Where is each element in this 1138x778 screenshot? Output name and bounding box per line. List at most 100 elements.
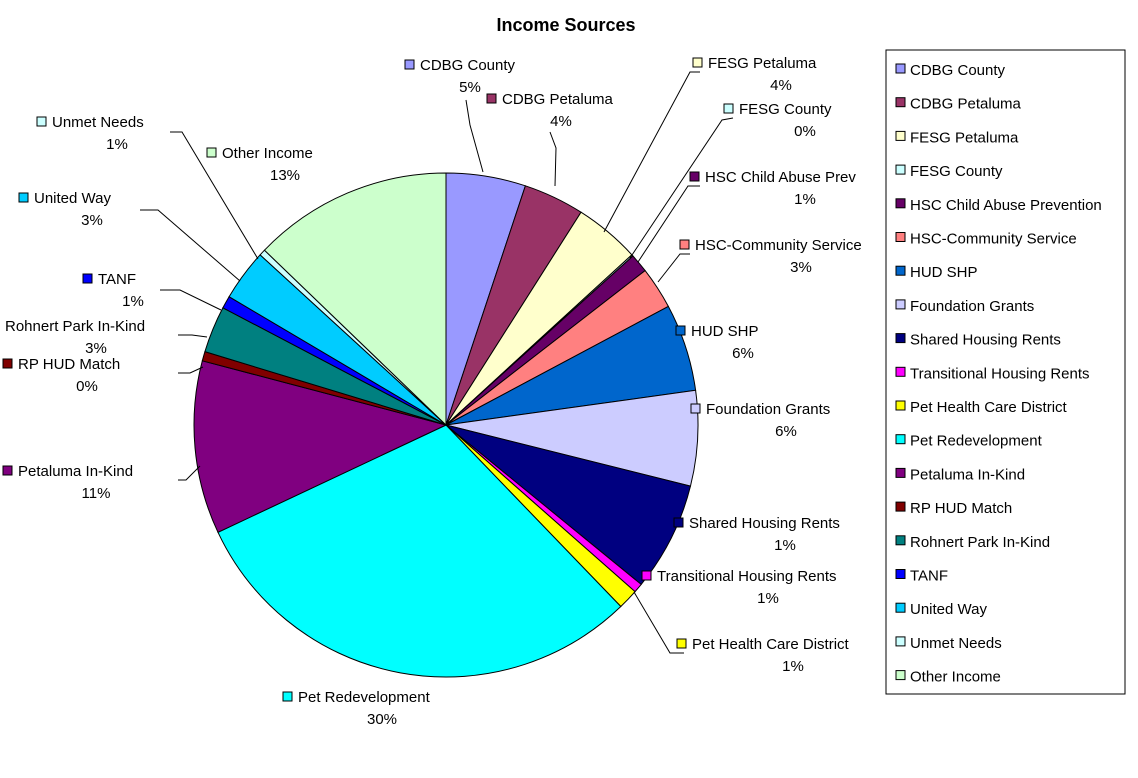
slice-percent-hud-shp: 6% bbox=[732, 345, 754, 362]
slice-percent-united-way: 3% bbox=[81, 212, 103, 229]
legend-label-cdbg-county: CDBG County bbox=[910, 62, 1006, 79]
legend-box bbox=[885, 49, 1126, 695]
legend-swatch-pet-health-care-district bbox=[895, 400, 906, 411]
slice-label-rp-hud-match: RP HUD Match bbox=[18, 356, 120, 373]
slice-label-swatch-hsc-child-abuse-prevention bbox=[689, 171, 700, 182]
slice-label-swatch-cdbg-petaluma bbox=[486, 93, 497, 104]
slice-label-swatch-rp-hud-match bbox=[2, 358, 13, 369]
legend-label-rp-hud-match: RP HUD Match bbox=[910, 500, 1012, 517]
slice-label-shared-housing-rents: Shared Housing Rents bbox=[689, 515, 840, 532]
slice-label-swatch-foundation-grants bbox=[690, 403, 701, 414]
legend-swatch-united-way bbox=[895, 602, 906, 613]
legend-swatch-fesg-county bbox=[895, 164, 906, 175]
slice-percent-cdbg-petaluma: 4% bbox=[550, 113, 572, 130]
slice-label-rohnert-park-in-kind: Rohnert Park In-Kind bbox=[5, 318, 145, 335]
slice-label-swatch-transitional-housing-rents bbox=[641, 570, 652, 581]
slice-label-swatch-unmet-needs bbox=[36, 116, 47, 127]
legend-label-tanf: TANF bbox=[910, 568, 948, 585]
legend-label-unmet-needs: Unmet Needs bbox=[910, 635, 1002, 652]
pie-slices bbox=[193, 172, 699, 678]
slice-label-hsc-child-abuse-prevention: HSC Child Abuse Prev bbox=[705, 169, 856, 186]
slice-label-swatch-fesg-county bbox=[723, 103, 734, 114]
slice-label-fesg-petaluma: FESG Petaluma bbox=[708, 55, 817, 72]
legend-label-rohnert-park-in-kind: Rohnert Park In-Kind bbox=[910, 534, 1050, 551]
legend-swatch-hsc-community-service bbox=[895, 232, 906, 242]
slice-percent-petaluma-in-kind: 11% bbox=[82, 485, 111, 502]
slice-label-swatch-pet-health-care-district bbox=[676, 638, 687, 649]
slice-label-transitional-housing-rents: Transitional Housing Rents bbox=[657, 568, 837, 585]
slice-percent-pet-health-care-district: 1% bbox=[782, 658, 804, 675]
slice-label-pet-health-care-district: Pet Health Care District bbox=[692, 636, 850, 653]
slice-percent-hsc-community-service: 3% bbox=[790, 259, 812, 276]
leader-line-hsc-community-service bbox=[657, 253, 690, 283]
legend-swatch-petaluma-in-kind bbox=[895, 467, 906, 478]
leader-line-tanf bbox=[160, 289, 222, 311]
legend-label-fesg-county: FESG County bbox=[910, 163, 1003, 180]
legend-label-united-way: United Way bbox=[910, 601, 987, 618]
leader-line-cdbg-county bbox=[465, 99, 484, 173]
legend-label-pet-health-care-district: Pet Health Care District bbox=[910, 399, 1068, 416]
slice-label-swatch-pet-redevelopment bbox=[282, 691, 293, 702]
slice-labels: CDBG County 5% CDBG Petaluma 4% FESG Petalum… bbox=[2, 55, 862, 728]
legend-swatch-fesg-petaluma bbox=[895, 130, 906, 141]
slice-percent-hsc-child-abuse-prevention: 1% bbox=[794, 191, 816, 208]
slice-percent-transitional-housing-rents: 1% bbox=[757, 590, 779, 607]
slice-percent-foundation-grants: 6% bbox=[775, 423, 797, 440]
legend-swatch-cdbg-petaluma bbox=[895, 97, 906, 108]
legend-swatch-rp-hud-match bbox=[895, 501, 906, 512]
legend-swatch-hsc-child-abuse-prevention bbox=[895, 198, 906, 209]
slice-label-petaluma-in-kind: Petaluma In-Kind bbox=[18, 463, 133, 480]
legend-swatch-cdbg-county bbox=[895, 63, 906, 74]
slice-label-cdbg-petaluma: CDBG Petaluma bbox=[502, 91, 614, 108]
leader-line-petaluma-in-kind bbox=[178, 465, 201, 481]
slice-label-cdbg-county: CDBG County bbox=[420, 57, 516, 74]
slice-percent-fesg-county: 0% bbox=[794, 123, 816, 140]
slice-label-swatch-hud-shp bbox=[675, 325, 686, 336]
slice-label-pet-redevelopment: Pet Redevelopment bbox=[298, 689, 431, 706]
legend-label-cdbg-petaluma: CDBG Petaluma bbox=[910, 96, 1022, 113]
leader-line-cdbg-petaluma bbox=[549, 131, 557, 187]
legend-label-petaluma-in-kind: Petaluma In-Kind bbox=[910, 466, 1025, 483]
legend-label-shared-housing-rents: Shared Housing Rents bbox=[910, 332, 1061, 349]
leader-line-rp-hud-match bbox=[178, 366, 204, 374]
legend-swatch-other-income bbox=[895, 670, 906, 681]
legend-swatch-foundation-grants bbox=[895, 299, 906, 310]
slice-percent-rohnert-park-in-kind: 3% bbox=[85, 340, 107, 357]
slice-percent-other-income: 13% bbox=[270, 167, 300, 184]
legend-swatch-hud-shp bbox=[895, 265, 906, 276]
slice-label-unmet-needs: Unmet Needs bbox=[52, 114, 144, 131]
leader-line-pet-health-care-district bbox=[633, 591, 684, 654]
pie-slice-pet-redevelopment bbox=[217, 424, 622, 678]
legend-label-fesg-petaluma: FESG Petaluma bbox=[910, 129, 1019, 146]
legend-label-hsc-community-service: HSC-Community Service bbox=[910, 231, 1077, 248]
slice-label-swatch-united-way bbox=[18, 192, 29, 203]
legend-swatch-unmet-needs bbox=[895, 636, 906, 647]
legend: CDBG County CDBG Petaluma FESG Petaluma FES… bbox=[895, 62, 1102, 686]
slice-label-swatch-shared-housing-rents bbox=[673, 517, 684, 528]
slice-label-swatch-tanf bbox=[82, 273, 93, 284]
slice-label-swatch-fesg-petaluma bbox=[692, 57, 703, 68]
slice-percent-tanf: 1% bbox=[122, 293, 144, 310]
legend-label-foundation-grants: Foundation Grants bbox=[910, 298, 1034, 315]
slice-label-swatch-cdbg-county bbox=[404, 59, 415, 70]
leader-line-rohnert-park-in-kind bbox=[178, 334, 208, 338]
pie-slice-shared-housing-rents bbox=[445, 424, 692, 586]
pie-slice-petaluma-in-kind bbox=[193, 360, 448, 533]
slice-label-swatch-petaluma-in-kind bbox=[2, 465, 13, 476]
slice-percent-unmet-needs: 1% bbox=[106, 136, 128, 153]
slice-label-foundation-grants: Foundation Grants bbox=[706, 401, 830, 418]
leader-line-united-way bbox=[140, 209, 241, 282]
leader-lines bbox=[140, 71, 734, 654]
slice-label-swatch-hsc-community-service bbox=[679, 239, 690, 250]
legend-swatch-shared-housing-rents bbox=[895, 333, 906, 344]
slice-percent-shared-housing-rents: 1% bbox=[774, 537, 796, 554]
slice-label-hud-shp: HUD SHP bbox=[691, 323, 759, 340]
slice-label-united-way: United Way bbox=[34, 190, 111, 207]
legend-label-hsc-child-abuse-prevention: HSC Child Abuse Prevention bbox=[910, 197, 1102, 214]
legend-swatch-transitional-housing-rents bbox=[895, 366, 906, 377]
leader-line-hsc-child-abuse-prevention bbox=[637, 185, 700, 263]
legend-label-transitional-housing-rents: Transitional Housing Rents bbox=[910, 365, 1090, 382]
slice-label-fesg-county: FESG County bbox=[739, 101, 832, 118]
